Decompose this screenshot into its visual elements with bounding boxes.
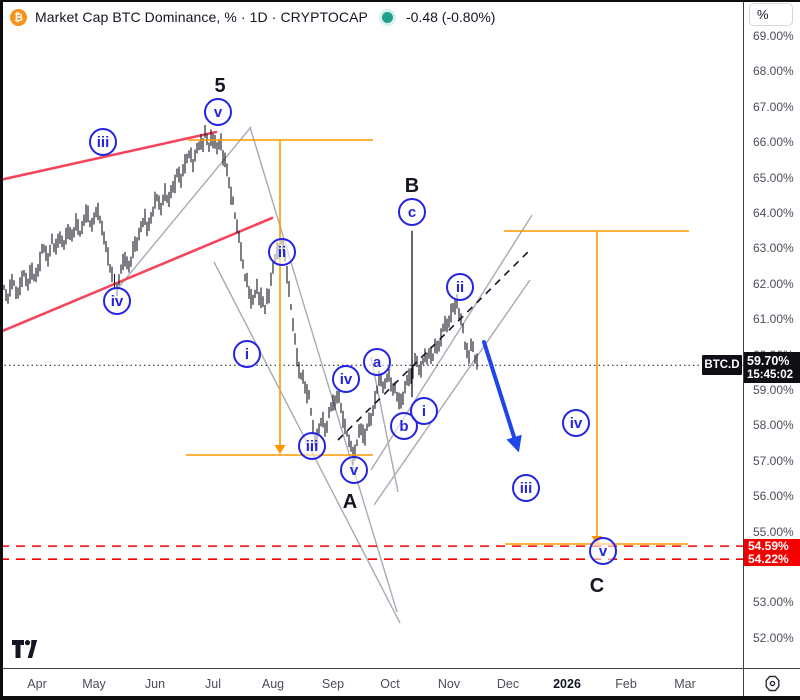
wave-label: ii: [456, 279, 464, 296]
wave-circle: [340, 456, 368, 484]
wave-circle: [410, 397, 438, 425]
price-scale-unit-button[interactable]: %: [749, 3, 793, 26]
price-tick-label: 63.00%: [753, 241, 794, 256]
wave-circle: [332, 365, 360, 393]
wave-circle: [89, 128, 117, 156]
symbol-legend[interactable]: ₿ Market Cap BTC Dominance, % · 1D · CRY…: [10, 6, 495, 28]
current-price-value: 59.70%: [747, 353, 790, 368]
window-edge-top: [0, 0, 800, 2]
red-trend-line: [0, 216, 274, 334]
elliott-letter-label: 5: [214, 75, 225, 97]
wave-circle: [204, 98, 232, 126]
price-tick-label: 59.00%: [753, 383, 794, 397]
elliott-letter-label: C: [590, 575, 604, 597]
time-axis[interactable]: Apr May Jun Jul Aug Sep Oct Nov Dec 2026 Feb Mar: [0, 668, 800, 697]
time-tick-label: Aug: [261, 677, 285, 691]
window-edge-left: [0, 0, 3, 700]
symbol-title: Market Cap BTC Dominance, % · 1D · CRYPT…: [35, 9, 368, 25]
price-tick-label: 68.00%: [753, 64, 794, 79]
price-line-symbol-tag: BTC.D: [702, 355, 742, 376]
elliott-letter-label: A: [343, 491, 357, 513]
tradingview-logo[interactable]: [12, 640, 42, 659]
time-tick-label: Dec: [496, 677, 520, 691]
gray-trend-line: [249, 126, 398, 613]
wave-label: iv: [111, 293, 124, 310]
price-tick-label: 57.00%: [753, 453, 794, 468]
time-tick-label: Nov: [437, 677, 461, 691]
price-tick-label: 52.00%: [753, 630, 794, 645]
time-tick-label: Feb: [615, 677, 637, 691]
window-edge-bottom: [0, 696, 800, 700]
gray-trend-line: [117, 126, 252, 289]
change-value: -0.48 (-0.80%): [405, 9, 496, 25]
wave-circle: [398, 198, 426, 226]
time-tick-label: Sep: [321, 677, 345, 691]
current-price-tag: 59.70% 15:45:02: [744, 352, 800, 384]
gray-trend-line: [370, 356, 399, 493]
wave-label: i: [245, 346, 249, 363]
blue-arrow-shaft: [482, 340, 517, 442]
wave-circle: [363, 348, 391, 376]
wave-label: c: [408, 204, 416, 221]
price-tick-label: 58.00%: [753, 418, 794, 433]
time-tick-label: Jun: [144, 677, 166, 691]
price-tick-label: 62.00%: [753, 276, 794, 291]
market-status-dot: [381, 11, 393, 23]
current-price-time: 15:45:02: [747, 368, 794, 381]
wave-label: v: [214, 104, 223, 121]
alert-price-tag: 54.59%: [744, 539, 800, 554]
wave-label: b: [399, 418, 408, 435]
wave-label: iii: [306, 438, 319, 455]
time-tick-label: Apr: [27, 677, 47, 691]
price-tick-label: 67.00%: [753, 99, 794, 114]
wave-label: ii: [278, 244, 286, 261]
price-tick-label: 61.00%: [753, 312, 794, 327]
wave-circle: [589, 537, 617, 565]
time-tick-label: Mar: [674, 677, 696, 691]
orange-arrowhead: [274, 445, 286, 454]
axis-settings-corner[interactable]: [743, 668, 800, 697]
price-tick-label: 69.00%: [753, 29, 794, 43]
wave-circle: [512, 474, 540, 502]
wave-label: a: [373, 354, 382, 371]
wave-label: v: [599, 543, 608, 560]
time-tick-label: 2026: [553, 677, 581, 691]
bitcoin-icon: ₿: [10, 8, 27, 26]
alert-price-tag: 54.22%: [744, 552, 800, 567]
wave-circle: [233, 340, 261, 368]
elliott-letter-label: B: [405, 175, 419, 197]
wave-circle: [298, 432, 326, 460]
axis-settings-icon[interactable]: [764, 675, 781, 692]
time-tick-label: Jul: [205, 677, 221, 691]
price-tick-label: 66.00%: [753, 135, 794, 150]
wave-label: iii: [97, 134, 110, 151]
price-tick-label: 65.00%: [753, 170, 794, 185]
price-tick-label: 53.00%: [753, 595, 794, 610]
price-tick-label: 56.00%: [753, 489, 794, 504]
wave-label: iv: [570, 415, 583, 432]
blue-arrowhead: [506, 434, 522, 453]
wave-circle: [562, 409, 590, 437]
gray-trend-line: [373, 279, 531, 506]
wave-label: iv: [340, 371, 353, 388]
wave-label: v: [350, 462, 359, 479]
price-axis[interactable]: % 59.70% 15:45:02 69.00% 68.00% 67.00% 66.0…: [743, 0, 800, 668]
wave-circle: [446, 273, 474, 301]
price-tick-label: 64.00%: [753, 206, 794, 220]
wave-circle: [103, 287, 131, 315]
red-trend-line: [0, 130, 218, 182]
time-tick-label: Oct: [380, 677, 400, 691]
time-tick-label: May: [82, 677, 106, 691]
wave-circle: [390, 412, 418, 440]
wave-circle: [268, 238, 296, 266]
wave-label: i: [422, 403, 426, 420]
wave-label: iii: [520, 480, 533, 497]
price-tick-label: 55.00%: [753, 524, 794, 539]
